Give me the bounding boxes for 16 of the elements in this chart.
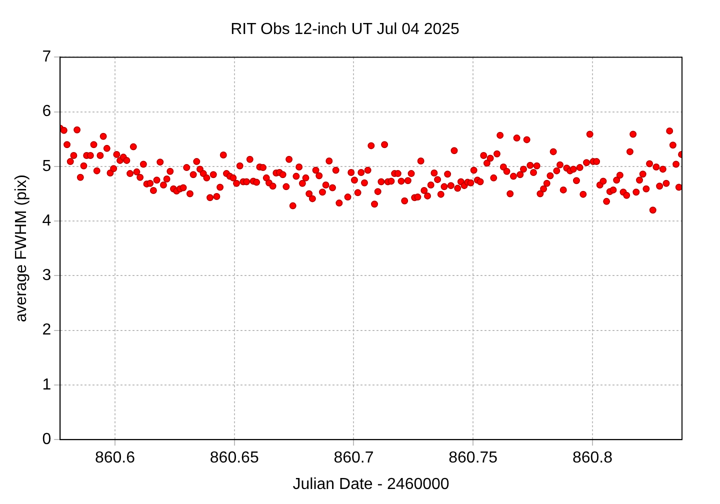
y-axis-title: average FWHM (pix) <box>13 174 30 322</box>
x-axis-title: Julian Date - 2460000 <box>292 476 450 493</box>
y-tick-label: 4 <box>42 212 52 230</box>
x-tick-label: 860.75 <box>448 450 498 467</box>
x-tick-label: 860.6 <box>94 450 136 467</box>
y-tick-label: 6 <box>42 103 52 120</box>
x-tick-label: 860.65 <box>210 450 259 467</box>
chart-title: RIT Obs 12-inch UT Jul 04 2025 <box>230 21 460 38</box>
x-tick-label: 860.8 <box>572 450 613 467</box>
y-tick-label: 1 <box>42 376 52 394</box>
y-tick-label: 5 <box>42 158 52 175</box>
y-tick-label: 0 <box>42 431 52 448</box>
x-tick-label: 860.7 <box>334 450 374 467</box>
y-tick-label: 7 <box>42 48 52 66</box>
y-tick-label: 3 <box>42 267 52 284</box>
y-tick-label: 2 <box>42 322 52 339</box>
